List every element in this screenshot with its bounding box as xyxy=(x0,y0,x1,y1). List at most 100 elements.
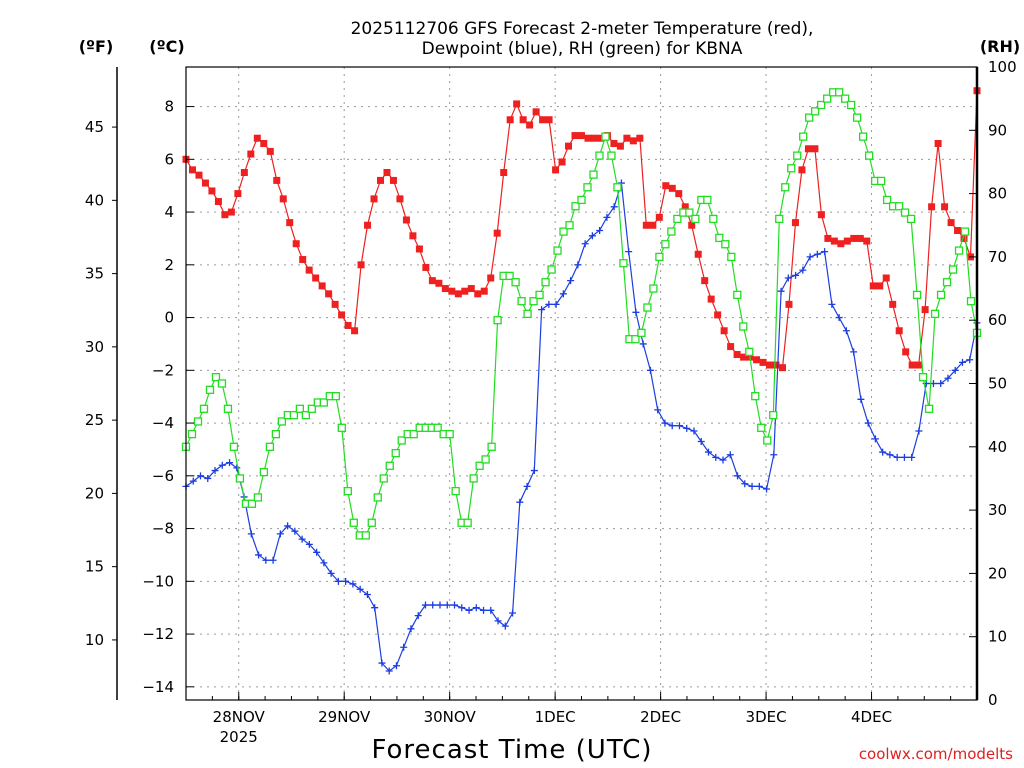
dewpoint-point xyxy=(559,290,567,298)
rh-point xyxy=(948,265,958,274)
temperature-point xyxy=(448,287,456,295)
celsius-tick-label: −12 xyxy=(142,625,174,643)
celsius-tick-label: 2 xyxy=(164,256,174,274)
temperature-point xyxy=(837,240,845,248)
rh-point xyxy=(721,240,730,249)
dewpoint-point xyxy=(842,327,850,335)
temperature-point xyxy=(571,132,579,140)
temperature-point xyxy=(422,263,430,271)
celsius-tick-label: 4 xyxy=(164,203,174,221)
fahrenheit-tick-label: 15 xyxy=(85,558,104,576)
data-series xyxy=(181,87,982,675)
dewpoint-point xyxy=(545,300,553,308)
dewpoint-point xyxy=(363,591,371,598)
rh-tick-label: 100 xyxy=(988,58,1017,76)
rh-point xyxy=(511,278,520,287)
temperature-point xyxy=(558,158,566,166)
temperature-point xyxy=(804,145,812,153)
temperature-point xyxy=(506,116,514,124)
temperature-point xyxy=(331,300,339,308)
temperature-point xyxy=(668,184,676,192)
temperature-point xyxy=(843,237,851,245)
dewpoint-point xyxy=(821,248,829,256)
rh-point xyxy=(954,246,964,255)
temperature-point xyxy=(396,195,404,203)
dewpoint-point xyxy=(915,427,923,435)
temperature-point xyxy=(817,211,825,219)
fahrenheit-tick-label: 30 xyxy=(85,338,104,356)
dewpoint-point xyxy=(690,427,698,435)
rh-point xyxy=(535,290,544,300)
temperature-point xyxy=(636,134,644,142)
rh-point xyxy=(223,404,233,413)
dewpoint-point xyxy=(632,308,640,316)
temperature-point xyxy=(318,282,326,290)
fahrenheit-tick-label: 25 xyxy=(85,411,104,429)
rh-point xyxy=(349,518,358,527)
temperature-point xyxy=(915,361,923,369)
dewpoint-line xyxy=(185,182,978,672)
temperature-point xyxy=(830,237,838,245)
rh-point xyxy=(445,429,454,439)
temperature-point xyxy=(305,266,313,274)
dewpoint-point xyxy=(726,451,734,459)
rh-point xyxy=(930,309,940,319)
temperature-point xyxy=(681,203,689,211)
celsius-unit-label: (ºC) xyxy=(149,37,184,56)
fahrenheit-tick-label: 45 xyxy=(85,118,104,136)
temperature-point xyxy=(772,361,780,369)
dewpoint-point xyxy=(596,227,604,235)
rh-point xyxy=(637,328,646,338)
temperature-point xyxy=(876,282,884,290)
dewpoint-point xyxy=(661,419,669,427)
rh-line xyxy=(185,91,978,537)
dewpoint-point xyxy=(610,203,618,211)
temperature-point xyxy=(727,343,735,351)
rh-point xyxy=(565,221,574,230)
rh-point xyxy=(301,410,310,420)
rh-point xyxy=(619,259,628,268)
rh-point xyxy=(607,151,616,160)
rh-point xyxy=(463,518,472,527)
temperature-point xyxy=(383,169,391,176)
rh-point xyxy=(385,461,394,470)
rh-unit-label: (RH) xyxy=(980,37,1020,56)
temperature-point xyxy=(195,171,203,179)
rh-point xyxy=(936,290,946,300)
temperature-point xyxy=(811,145,819,153)
rh-point xyxy=(259,467,269,477)
rh-point xyxy=(481,455,490,464)
temperature-point xyxy=(863,237,871,245)
rh-point xyxy=(367,518,376,527)
rh-point xyxy=(217,379,227,388)
x-tick-sublabel: 2025 xyxy=(220,728,258,746)
dewpoint-point xyxy=(792,271,800,279)
rh-tick-label: 20 xyxy=(988,564,1007,582)
temperature-point xyxy=(402,216,410,224)
temperature-point xyxy=(552,166,560,174)
rh-point xyxy=(451,486,460,496)
fahrenheit-tick-label: 20 xyxy=(85,484,104,502)
celsius-tick-label: −14 xyxy=(142,678,174,696)
rh-point xyxy=(379,474,388,483)
rh-point xyxy=(631,335,640,344)
chart-title-line2: Dewpoint (blue), RH (green) for KBNA xyxy=(422,39,743,59)
dewpoint-point xyxy=(269,556,277,564)
dewpoint-point xyxy=(879,448,887,456)
dewpoint-point xyxy=(741,480,749,488)
temperature-point xyxy=(766,361,774,369)
dewpoint-point xyxy=(501,622,509,630)
rh-point xyxy=(343,486,352,496)
temperature-point xyxy=(467,285,475,293)
dewpoint-point xyxy=(900,453,908,461)
rh-point xyxy=(469,474,478,483)
temperature-point xyxy=(753,356,761,364)
dewpoint-point xyxy=(218,461,226,469)
rh-point xyxy=(649,284,658,293)
temperature-point xyxy=(694,250,702,258)
dewpoint-point xyxy=(189,477,197,485)
x-tick-label: 3DEC xyxy=(746,708,787,726)
dewpoint-point xyxy=(864,419,872,427)
dewpoint-point xyxy=(886,451,894,459)
x-tick-label: 1DEC xyxy=(535,708,576,726)
